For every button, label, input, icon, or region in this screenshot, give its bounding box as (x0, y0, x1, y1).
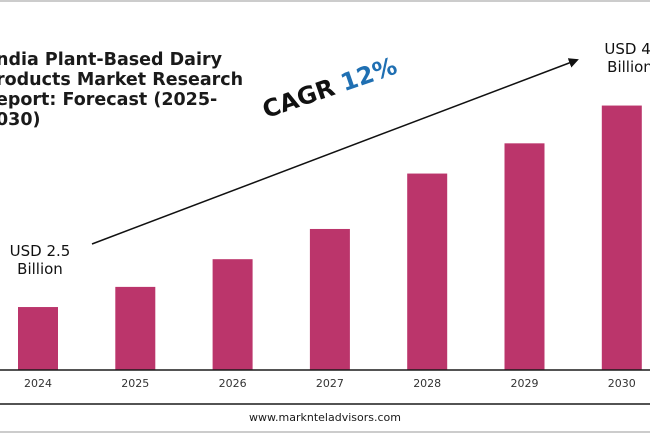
x-tick-label: 2030 (608, 377, 636, 390)
bar-2025 (115, 286, 156, 370)
x-tick-label: 2027 (316, 377, 344, 390)
x-tick-label: 2025 (121, 377, 149, 390)
x-tick-labels: 2024 2025 2026 2027 2028 2029 2030 (24, 377, 636, 390)
end-value-callout: USD 4. Billion (604, 40, 650, 76)
bar-2027 (309, 228, 350, 370)
bar-2024 (18, 307, 58, 370)
bars (18, 105, 642, 371)
bar-2029 (504, 143, 545, 370)
x-tick-label: 2028 (413, 377, 441, 390)
bar-2028 (407, 173, 448, 370)
website-footer: www.marknteladvisors.com (249, 411, 401, 424)
chart-title: ndia Plant-Based Dairy roducts Market Re… (0, 50, 244, 130)
x-tick-label: 2026 (219, 377, 247, 390)
bar-2030 (601, 105, 642, 371)
x-tick-label: 2024 (24, 377, 52, 390)
bar-2026 (212, 259, 253, 370)
x-tick-label: 2029 (511, 377, 539, 390)
start-value-callout: USD 2.5 Billion (9, 242, 71, 278)
cagr-arrow (91, 58, 579, 245)
